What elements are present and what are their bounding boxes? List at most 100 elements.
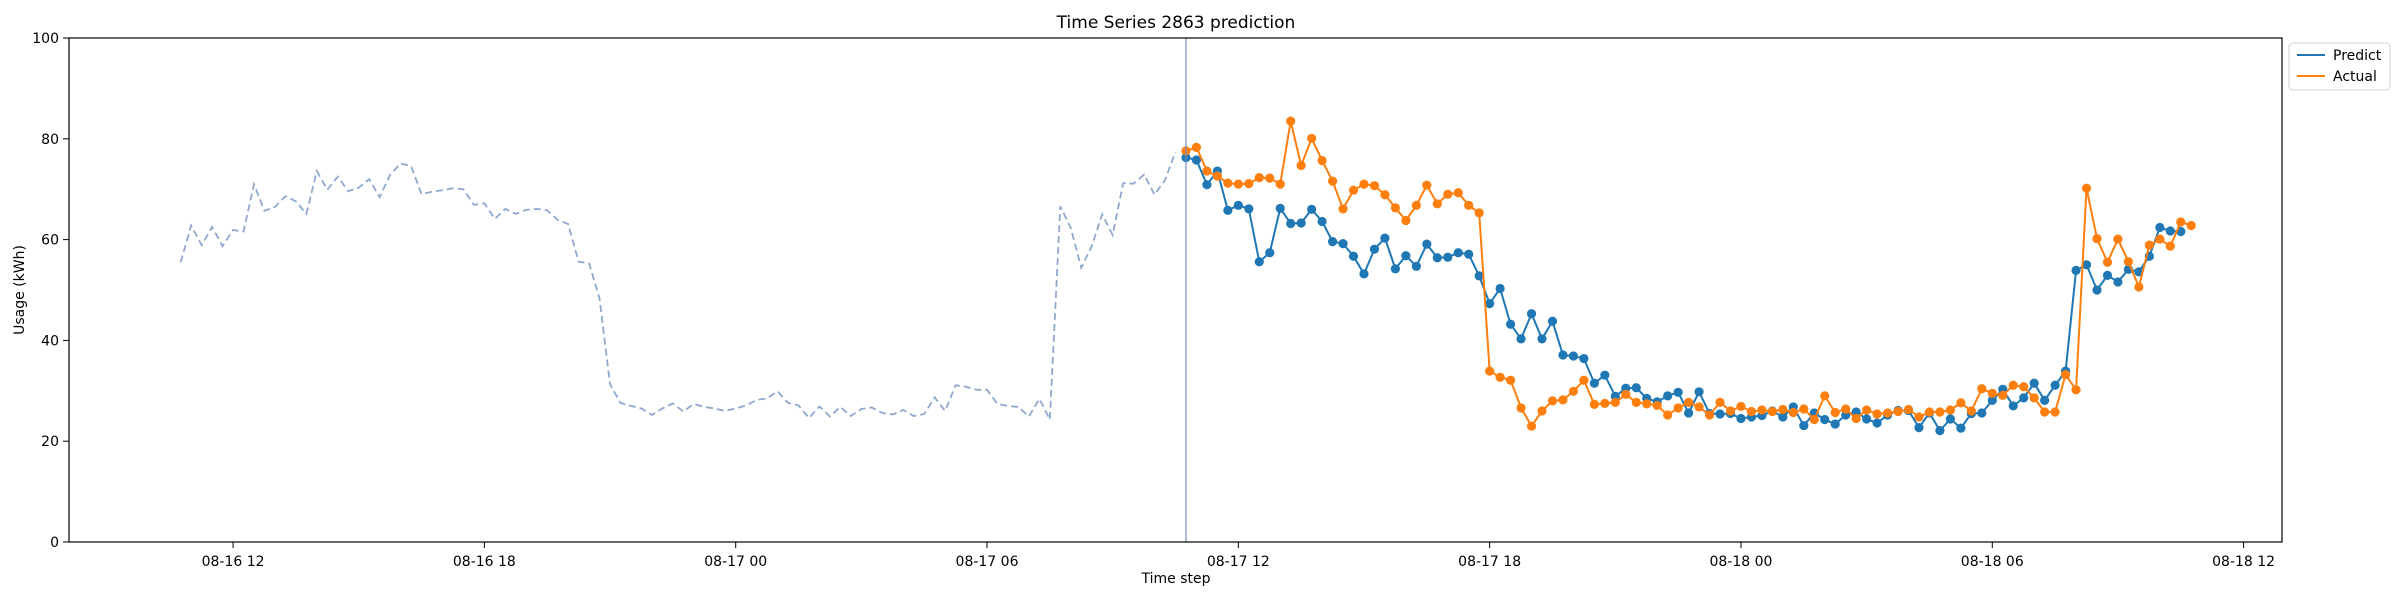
point-actual [1244,179,1254,189]
point-actual [1841,404,1851,414]
point-actual [1935,407,1945,417]
legend-label-actual: Actual [2333,69,2377,85]
legend: Predict Actual [2288,42,2391,91]
x-axis-label: Time step [1141,571,1211,587]
point-actual [1893,406,1903,417]
point-actual [1558,395,1568,405]
point-predict [1579,353,1589,364]
y-axis: 0 20 40 60 80 100 [32,31,69,551]
y-tick-label: 20 [41,434,59,450]
point-actual [1977,384,1987,394]
point-actual [1809,414,1819,425]
point-actual [1987,388,1997,398]
point-predict [1862,414,1872,424]
point-actual [1432,199,1442,209]
point-actual [1505,375,1516,385]
point-predict [2019,393,2029,403]
point-actual [1704,410,1715,420]
point-actual [1621,389,1631,399]
point-actual [2155,234,2165,244]
point-actual [1286,116,1296,126]
point-actual [1307,133,1317,143]
point-actual [1317,155,1327,166]
point-actual [1945,405,1955,415]
point-actual [1778,404,1788,415]
point-actual [2008,380,2018,390]
point-predict [1505,319,1516,329]
point-predict [1830,419,1840,429]
point-predict [1191,155,1202,165]
point-predict [1673,387,1683,397]
point-predict [1526,309,1537,319]
point-predict [1799,420,1809,431]
point-actual [1882,408,1893,418]
point-actual [1767,406,1777,417]
point-actual [1652,400,1662,411]
x-tick-label: 08-16 18 [453,554,516,570]
point-actual [1746,406,1757,417]
point-actual [2123,257,2134,267]
x-axis: 08-16 12 08-16 18 08-17 00 08-17 06 08-17 12… [202,542,2275,570]
point-actual [1464,200,1474,210]
point-actual [1223,178,1233,188]
x-tick-label: 08-18 00 [1709,554,1772,570]
point-actual [1799,404,1809,414]
history-layer [179,151,1177,423]
x-tick-label: 08-16 12 [202,554,265,570]
legend-label-predict: Predict [2333,48,2382,64]
point-predict [1275,203,1285,213]
point-actual [1610,397,1620,407]
point-actual [1684,397,1694,407]
point-actual [1390,203,1401,213]
point-actual [1568,386,1579,396]
point-predict [1422,239,1432,249]
point-actual [1715,397,1725,407]
point-predict [2155,222,2165,233]
point-actual [1233,179,1243,189]
point-predict [1495,283,1505,294]
point-predict [1223,205,1233,215]
point-predict [2008,401,2018,411]
series-line-actual [1185,120,2192,428]
y-tick-label: 60 [41,233,59,249]
point-actual [1411,200,1421,210]
point-predict [2029,378,2039,388]
point-predict [1694,387,1704,397]
point-actual [1998,390,2008,400]
point-predict [1443,252,1453,262]
point-actual [1359,179,1369,189]
axes-frame [68,37,2283,543]
point-actual [2092,233,2102,244]
point-predict [1851,407,1861,417]
x-tick-label: 08-17 06 [956,554,1019,570]
point-actual [1296,160,1306,171]
point-predict [1516,334,1526,344]
point-actual [1600,398,1610,408]
point-predict [2050,380,2060,390]
point-actual [1191,142,1202,152]
point-predict [1945,414,1955,424]
history-line [179,151,1177,423]
point-actual [1526,421,1537,431]
point-predict [1684,408,1694,418]
point-actual [1736,401,1746,412]
point-actual [1212,171,1222,181]
point-actual [1579,375,1589,385]
point-actual [1956,398,1966,408]
point-actual [1694,402,1704,412]
point-actual [1202,166,1212,176]
point-predict [1987,395,1997,405]
y-tick-label: 0 [50,535,59,551]
point-actual [1788,407,1798,418]
point-actual [1380,190,1390,200]
point-actual [1422,180,1432,190]
point-predict [1317,216,1327,227]
x-tick-label: 08-18 06 [1961,554,2024,570]
point-predict [1778,412,1788,422]
point-predict [1474,271,1484,281]
point-actual [1537,406,1547,416]
point-predict [1296,218,1306,228]
y-tick-label: 100 [32,31,59,47]
point-predict [1233,200,1243,210]
point-actual [1862,405,1872,415]
